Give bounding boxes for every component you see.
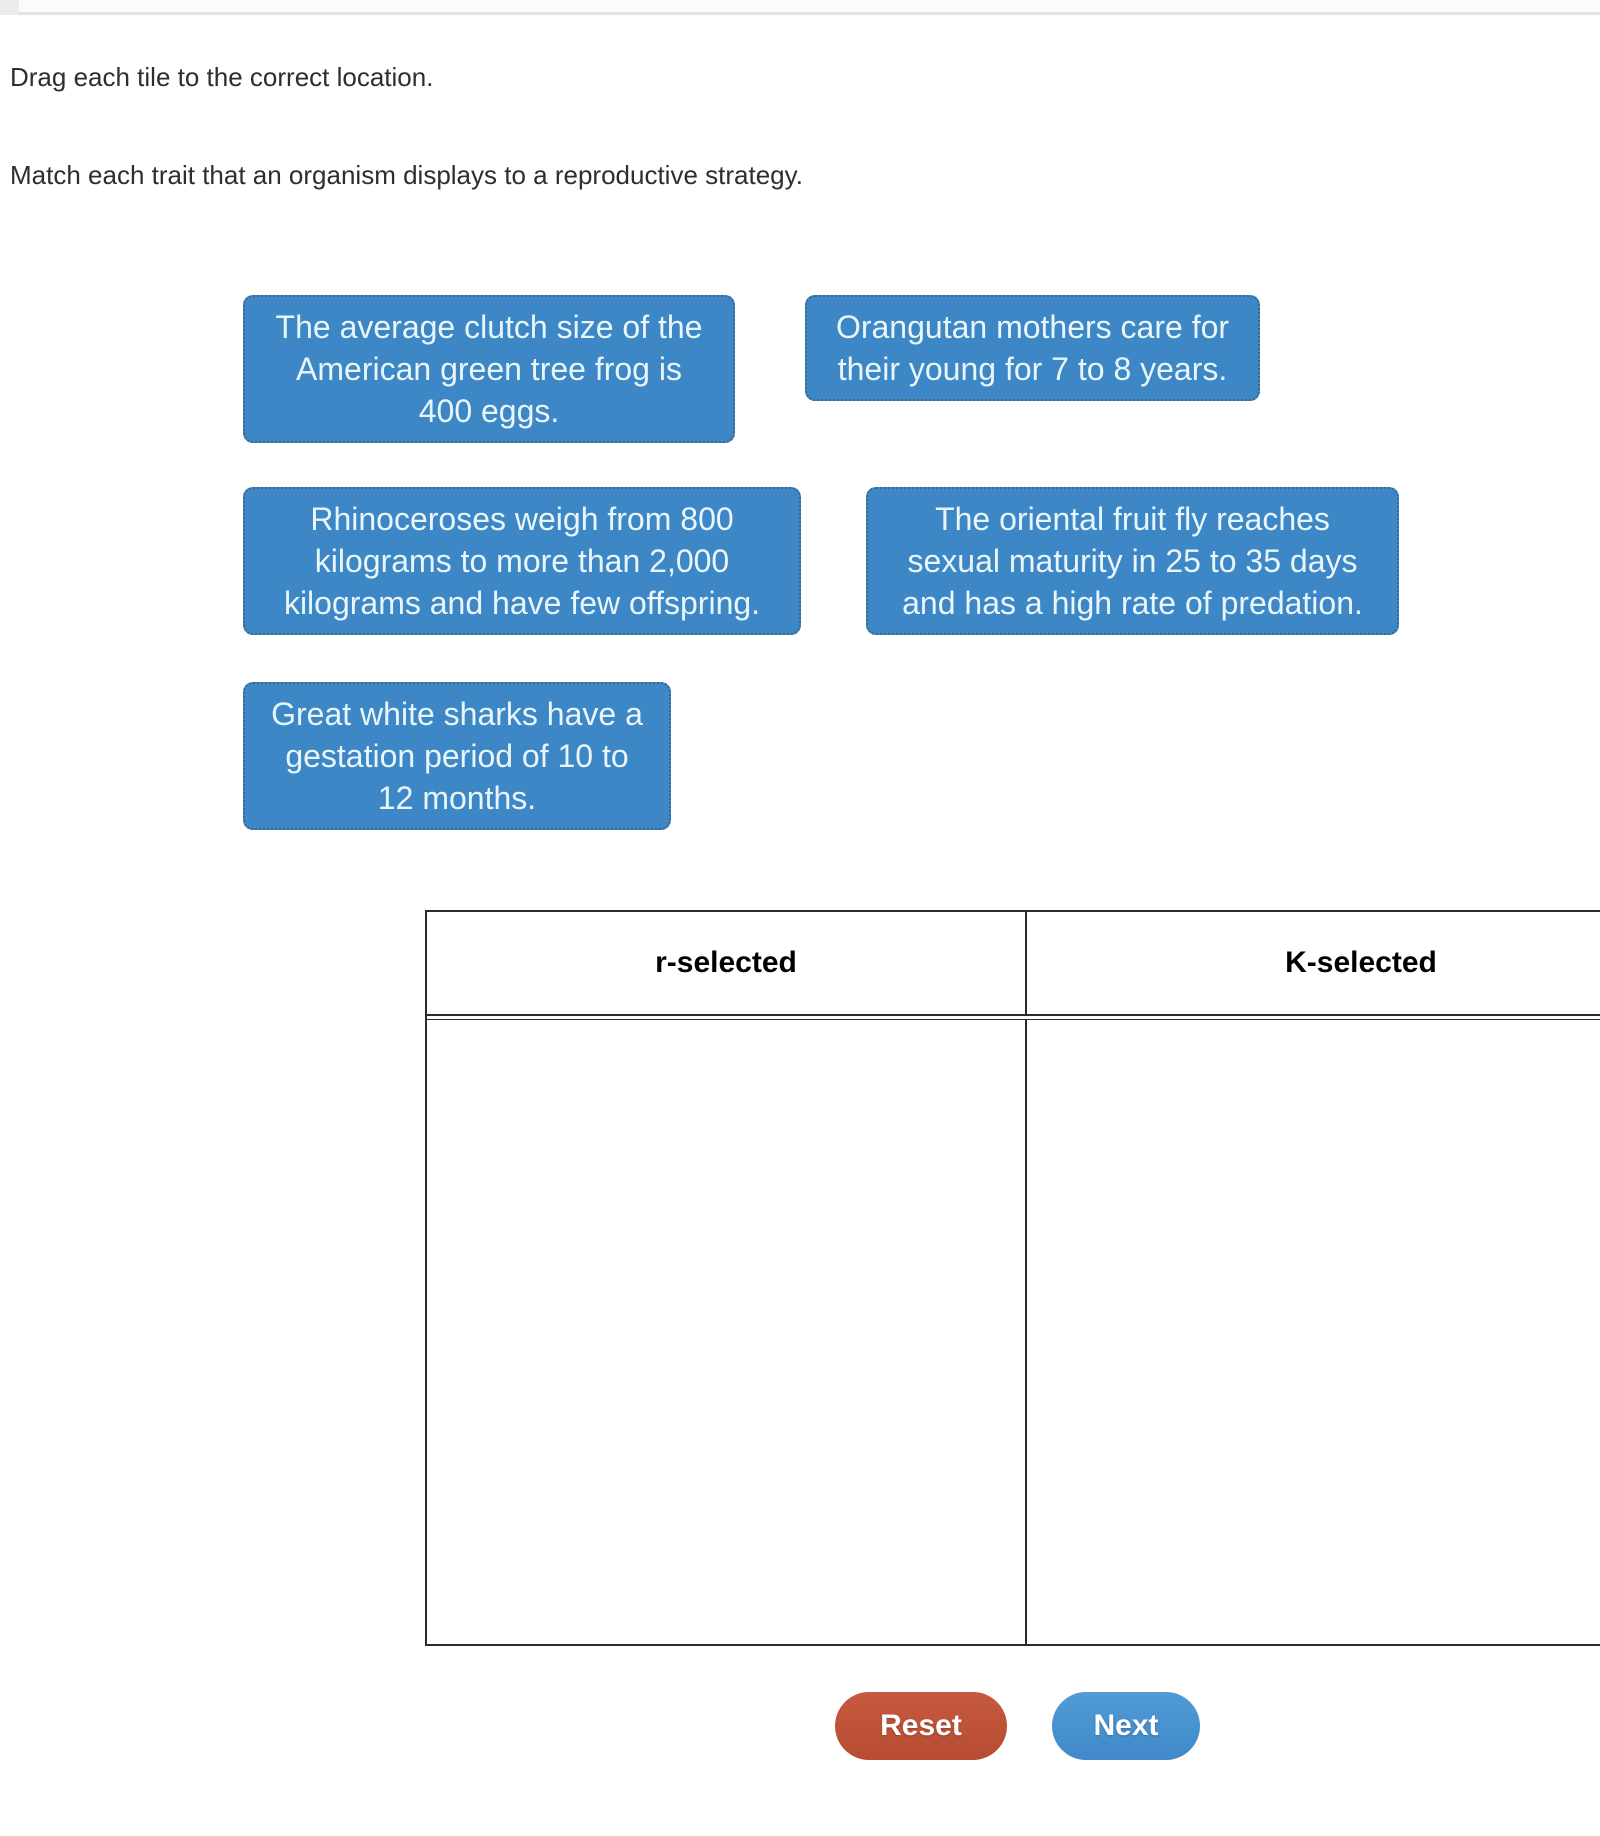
match-table-body-row bbox=[427, 1019, 1600, 1644]
tile-text-line: The average clutch size of the bbox=[275, 309, 703, 345]
scrollbar-corner bbox=[0, 0, 19, 15]
reset-button[interactable]: Reset bbox=[835, 1692, 1007, 1760]
match-table: r-selected K-selected bbox=[425, 910, 1600, 1646]
tile-text-line: and has a high rate of predation. bbox=[902, 585, 1363, 621]
instruction-secondary: Match each trait that an organism displa… bbox=[10, 160, 803, 190]
tile-text-line: 400 eggs. bbox=[418, 393, 560, 429]
tile-text-line: kilograms to more than 2,000 bbox=[314, 543, 730, 579]
tile-oriental-fruit-fly[interactable]: The oriental fruit fly reaches sexual ma… bbox=[866, 487, 1399, 635]
tile-text-line: Great white sharks have a bbox=[271, 696, 643, 732]
match-table-header-row: r-selected K-selected bbox=[427, 912, 1600, 1016]
tile-text-line: American green tree frog is bbox=[296, 351, 682, 387]
top-border-strip bbox=[0, 0, 1600, 15]
tile-text-line: The oriental fruit fly reaches bbox=[935, 501, 1330, 537]
tile-text-line: Rhinoceroses weigh from 800 bbox=[310, 501, 734, 537]
tile-orangutan[interactable]: Orangutan mothers care for their young f… bbox=[805, 295, 1260, 401]
tile-rhinoceros[interactable]: Rhinoceroses weigh from 800 kilograms to… bbox=[243, 487, 801, 635]
dropzone-r-selected[interactable] bbox=[427, 1020, 1027, 1644]
tile-text-line: gestation period of 10 to bbox=[285, 738, 629, 774]
tile-text-line: 12 months. bbox=[377, 780, 537, 816]
column-header-k-selected: K-selected bbox=[1285, 946, 1437, 979]
column-header-r-selected: r-selected bbox=[427, 912, 1027, 1014]
tile-great-white-shark[interactable]: Great white sharks have a gestation peri… bbox=[243, 682, 671, 830]
tile-green-tree-frog[interactable]: The average clutch size of the American … bbox=[243, 295, 735, 443]
tile-text-line: their young for 7 to 8 years. bbox=[837, 351, 1228, 387]
tile-text-line: Orangutan mothers care for bbox=[835, 309, 1230, 345]
instruction-primary: Drag each tile to the correct location. bbox=[10, 62, 434, 92]
tile-text-line: sexual maturity in 25 to 35 days bbox=[907, 543, 1358, 579]
next-button[interactable]: Next bbox=[1052, 1692, 1200, 1760]
tile-text-line: kilograms and have few offspring. bbox=[283, 585, 761, 621]
dropzone-k-selected[interactable] bbox=[1027, 1020, 1600, 1644]
